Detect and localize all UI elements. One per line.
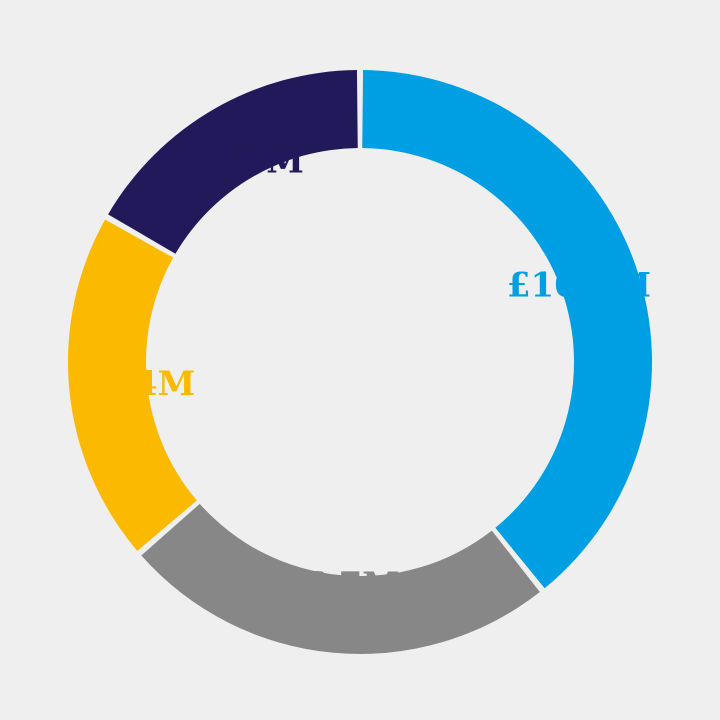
- slice-value-label: £10.8M: [507, 265, 651, 305]
- slice-value-label: £4.6M: [183, 141, 303, 181]
- donut-slice: [68, 219, 197, 551]
- donut-slice: [362, 70, 652, 589]
- donut-slice: [108, 70, 358, 254]
- labels-layer: £10.8M £6.7M £5.4M £4.6M: [75, 141, 651, 605]
- slices-layer: [68, 70, 652, 655]
- slice-value-label: £5.4M: [75, 364, 195, 404]
- donut-slice: [141, 503, 540, 655]
- slice-value-label: £6.7M: [279, 565, 399, 605]
